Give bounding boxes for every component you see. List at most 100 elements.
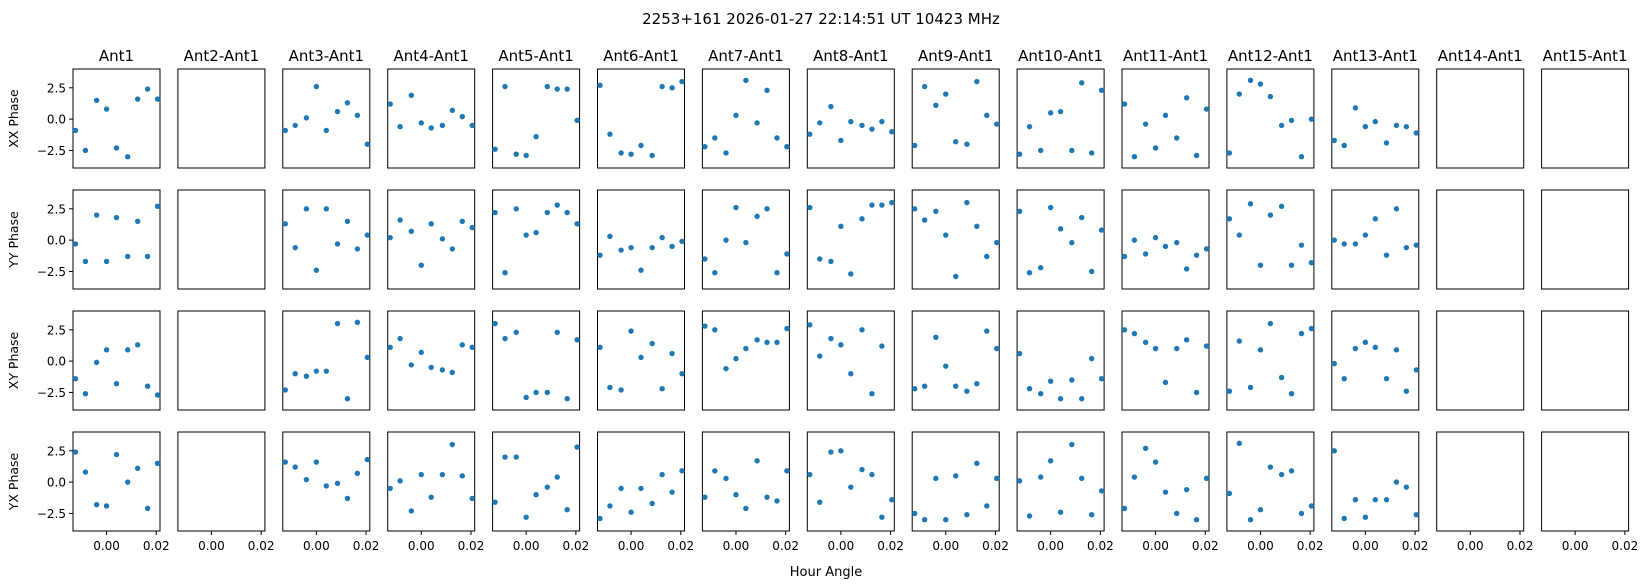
data-point [574,337,580,343]
subplot-ant12-ant1-yy-phase [1226,189,1315,290]
data-point [848,370,854,377]
subplot-ant15-ant1-yy-phase [1541,189,1630,290]
data-point [334,480,341,487]
data-point [597,344,603,351]
data-point [933,102,939,109]
data-point [764,339,770,346]
data-point [1016,151,1023,157]
subplot-ant6-ant1-xy-phase [597,310,685,411]
data-point [597,252,603,258]
x-tick-label: 0.02 [458,539,485,553]
data-point [313,459,320,465]
data-point [103,347,110,353]
data-point [1069,147,1075,154]
data-point [1247,201,1254,207]
data-point [1079,475,1085,482]
data-point [1173,239,1180,246]
column-title-ant2-ant1: Ant2-Ant1 [184,47,259,65]
data-point [712,468,718,474]
subplot-ant15-ant1-yx-phase: 0.00 0.02 [1541,431,1638,553]
data-point [418,120,424,126]
data-point [1098,488,1105,494]
axes-frame [177,68,266,169]
data-point [282,387,288,393]
column-title-ant13-ant1: Ant13-Ant1 [1333,47,1418,65]
data-point [513,454,519,460]
data-point [984,503,990,509]
data-point [964,141,970,147]
data-point [144,253,151,260]
subplot-ant14-ant1-xy-phase [1436,310,1525,411]
data-point [502,335,508,342]
y-tick-label: −2.5 [37,265,66,279]
data-point [943,363,949,369]
subplot-grid: Ant1 2.5 0.0 −2.5 XX Phase 2.5 0.0 −2.5 YY Phase… [6,47,1638,553]
data-point [628,244,634,251]
axes-frame [911,189,1000,290]
data-point [911,510,918,517]
data-point [1162,112,1169,119]
data-point [1298,510,1305,517]
data-point [1152,145,1159,151]
data-point [649,244,655,251]
data-point [1362,232,1369,238]
data-point [984,328,990,334]
axes-frame [1541,310,1630,411]
data-point [72,449,79,455]
data-point [669,350,675,357]
y-tick-label: 0.0 [47,355,66,369]
data-point [449,441,456,448]
data-point [754,337,760,343]
axes-frame [1226,189,1315,290]
row-label-yx-phase: YX Phase [6,452,21,511]
y-tick-label: 2.5 [47,202,66,216]
subplot-ant9-ant1-xy-phase [911,310,1000,411]
data-point [72,375,79,382]
x-tick-label: 0.02 [1402,539,1429,553]
axes-frame [701,310,790,411]
data-point [574,444,580,450]
axes-frame [597,431,685,532]
data-point [323,206,329,212]
data-point [1121,327,1128,333]
data-point [513,329,519,335]
data-point [544,83,550,90]
data-point [1131,330,1138,337]
axes-frame [911,68,1000,169]
data-point [807,471,813,478]
x-tick-label: 0.00 [408,539,435,553]
data-point [1236,440,1243,446]
data-point [848,118,854,125]
data-point [1393,122,1400,129]
data-point [869,202,875,208]
data-point [397,335,403,342]
subplot-ant3-ant1-yy-phase [282,189,371,290]
data-point [933,475,939,482]
data-point [618,387,624,393]
data-point [72,127,79,134]
data-point [669,243,675,250]
data-point [82,147,89,154]
data-point [1098,375,1105,382]
data-point [607,384,613,391]
data-point [1341,142,1347,149]
data-point [859,122,865,129]
data-point [1331,360,1337,367]
row-label-xx-phase: XX Phase [6,89,21,148]
subplot-ant8-ant1-xx-phase [806,68,895,169]
subplot-ant11-ant1-xy-phase [1121,310,1210,411]
data-point [574,221,580,227]
data-point [1308,325,1315,332]
data-point [1393,479,1400,485]
data-point [459,473,465,479]
axes-frame [72,189,161,290]
data-point [469,344,475,351]
data-point [1352,105,1359,111]
data-point [1362,123,1369,130]
subplot-ant7-ant1-xx-phase [701,68,790,169]
data-point [1203,475,1210,482]
data-point [764,494,770,500]
data-point [649,500,655,507]
data-point [1016,478,1023,484]
